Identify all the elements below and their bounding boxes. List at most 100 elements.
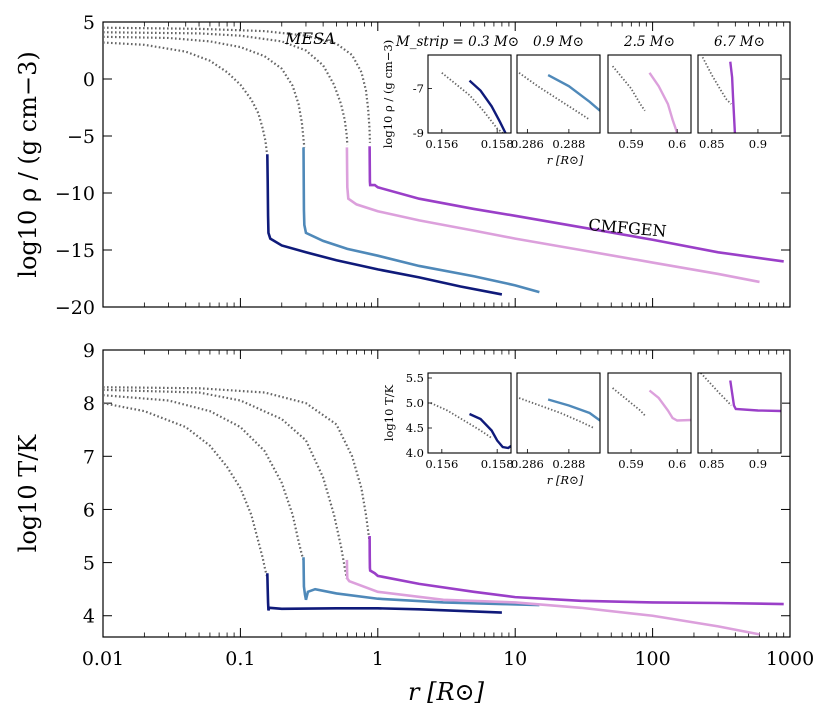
y-tick-label: 0 — [83, 69, 95, 91]
cmfgen-line-2.5 — [345, 147, 760, 284]
inset-title: M_strip = 0.3 M⊙ — [395, 34, 519, 50]
inset-frame — [607, 54, 692, 134]
inset-mesa-line — [430, 402, 493, 439]
inset-cmfgen-line — [547, 398, 600, 422]
y-tick-label: 7 — [83, 446, 95, 468]
inset-x-tick-label: 0.85 — [699, 137, 725, 151]
inset-mesa-line — [612, 387, 646, 417]
panel-density: 5 0 −5 −10 −15 −20 log10 ρ / (g cm−3) MESA CMFGE… — [14, 12, 791, 319]
x-tick-label: 10 — [503, 648, 527, 670]
inset-temperature-0.3: 0.156 0.158 5.5 5.0 4.5 4.0 — [406, 371, 514, 471]
inset-frame — [516, 54, 601, 134]
inset-x-tick-label: 0.288 — [552, 137, 585, 151]
inset-mesa-line — [518, 397, 595, 429]
inset-y-tick-label: 5.5 — [406, 371, 424, 385]
inset-cmfgen-line — [547, 74, 600, 112]
inset-x-tick-label: 0.158 — [481, 457, 514, 471]
inset-y-tick-label: -9 — [413, 126, 424, 140]
inset-background — [697, 54, 782, 134]
inset-background — [516, 54, 601, 134]
cmfgen-line-6.7 — [368, 536, 784, 606]
inset-title: 2.5 M⊙ — [623, 34, 675, 50]
y-tick-label: −20 — [55, 297, 95, 319]
inset-x-tick-label: 0.85 — [699, 457, 725, 471]
x-tick-label: 0.01 — [82, 648, 124, 670]
inset-x-tick-label: 0.158 — [481, 137, 514, 151]
inset-frame — [516, 372, 601, 454]
inset-density-2.5: 0.59 0.6 2.5 M⊙ — [607, 34, 692, 151]
cmfgen-line-0.9 — [302, 147, 540, 294]
x-tick-label: 0.1 — [225, 648, 255, 670]
inset-title: 0.9 M⊙ — [533, 34, 584, 50]
y-tick-label: 6 — [83, 499, 95, 521]
y-tick-label: 5 — [83, 12, 95, 34]
inset-background — [607, 372, 692, 454]
inset-y-tick-label: 5.0 — [406, 396, 424, 410]
inset-mesa-line — [441, 72, 504, 133]
inset-cmfgen-line — [469, 412, 511, 450]
inset-y-tick-label: 4.0 — [406, 446, 424, 460]
x-tick-label: 100 — [634, 648, 670, 670]
inset-density-6.7: 0.85 0.9 6.7 M⊙ — [697, 34, 782, 151]
panel-frame — [102, 21, 791, 308]
y-tick-label: 8 — [83, 393, 95, 415]
inset-frame — [607, 372, 692, 454]
mesa-line-2.5 — [103, 388, 348, 579]
inset-x-tick-label: 0.9 — [749, 137, 767, 151]
x-axis-label: r [R⊙] — [408, 678, 485, 706]
inset-temperature-0.9: 0.286 0.288 — [511, 372, 601, 471]
inset-x-tick-label: 0.156 — [425, 457, 458, 471]
annotation-mesa: MESA — [284, 29, 336, 48]
inset-cmfgen-line — [648, 72, 679, 133]
inset-y-tick-label: 4.5 — [406, 421, 424, 435]
mesa-line-0.3 — [103, 402, 268, 577]
inset-frame — [427, 54, 512, 134]
mesa-line-6.7 — [103, 26, 372, 143]
cmfgen-line-0.3 — [266, 573, 502, 614]
inset-mesa-line — [701, 56, 732, 105]
inset-x-label: r [R⊙] — [547, 473, 584, 487]
mesa-line-6.7 — [103, 386, 371, 542]
cmfgen-line-6.7 — [368, 146, 784, 263]
inset-frame — [427, 372, 512, 454]
inset-y-label: log10 T/K — [382, 384, 396, 441]
panel-frame — [102, 349, 791, 638]
mesa-line-0.9 — [103, 35, 306, 148]
inset-temperature-2.5: 0.59 0.6 — [607, 372, 692, 471]
annotation-cmfgen: CMFGEN — [588, 215, 668, 241]
inset-background — [697, 372, 782, 454]
inset-background — [607, 54, 692, 134]
inset-cmfgen-line — [648, 389, 691, 422]
y-tick-label: 9 — [83, 340, 95, 362]
cmfgen-line-2.5 — [345, 559, 760, 636]
mesa-line-0.3 — [103, 41, 269, 154]
cmfgen-line-0.3 — [266, 154, 503, 296]
inset-x-tick-label: 0.6 — [668, 137, 686, 151]
inset-y-label: log10 ρ / (g cm−3) — [381, 40, 395, 149]
inset-x-tick-label: 0.286 — [511, 137, 544, 151]
mesa-line-0.9 — [103, 394, 305, 561]
inset-cmfgen-line — [729, 61, 737, 133]
mesa-line-2.5 — [103, 31, 349, 146]
x-tick-label: 1 — [372, 648, 384, 670]
inset-x-tick-label: 0.6 — [668, 457, 686, 471]
inset-temperature-6.7: 0.85 0.9 — [697, 372, 782, 471]
y-tick-label: −15 — [55, 240, 95, 262]
y-tick-label: −10 — [55, 183, 95, 205]
inset-title: 6.7 M⊙ — [714, 34, 765, 50]
x-tick-label: 1000 — [766, 648, 814, 670]
y-axis-label: log10 ρ / (g cm−3) — [14, 51, 42, 277]
inset-cmfgen-line — [729, 380, 781, 413]
inset-frame — [697, 54, 782, 134]
inset-mesa-line — [518, 72, 591, 121]
inset-mesa-line — [700, 373, 732, 407]
inset-x-tick-label: 0.59 — [618, 137, 644, 151]
inset-density-0.9: 0.286 0.288 0.9 M⊙ — [511, 34, 601, 151]
inset-frame — [697, 372, 782, 454]
y-axis-label: log10 T/K — [14, 434, 42, 553]
inset-density-0.3: 0.156 0.158 -7 -9 M_strip = 0.3 M⊙ — [395, 34, 519, 151]
cmfgen-line-0.9 — [302, 557, 540, 607]
